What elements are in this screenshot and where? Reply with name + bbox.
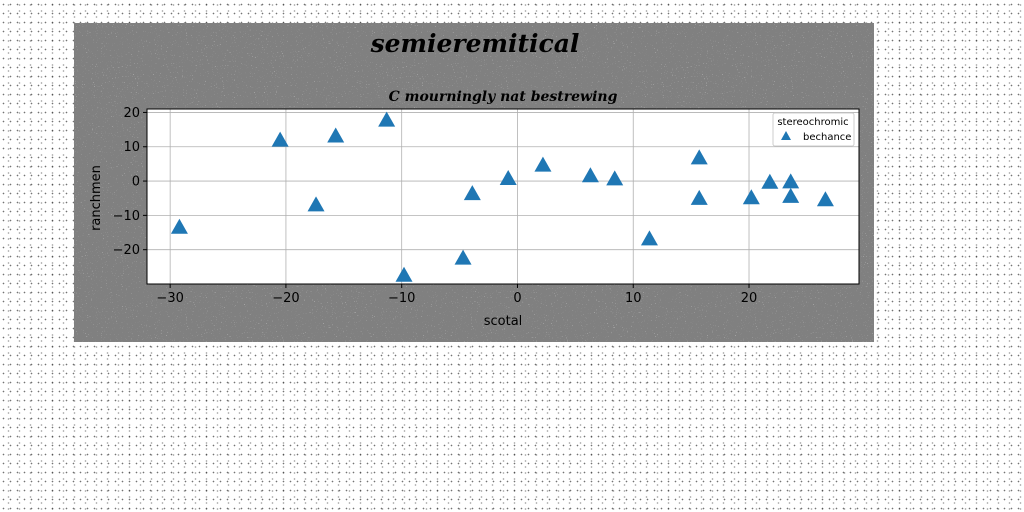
data-point: [816, 191, 834, 207]
legend-box: [772, 112, 855, 147]
legend-title: stereochromic: [777, 117, 848, 128]
data-point: [454, 249, 472, 265]
data-point: [463, 185, 481, 201]
data-point: [581, 167, 599, 183]
data-point: [327, 127, 345, 143]
x-tick-label: 0: [513, 291, 521, 306]
y-tick-label: 10: [123, 140, 140, 155]
y-tick-label: −10: [113, 209, 140, 224]
data-point: [534, 156, 552, 172]
x-axis-label: scotal: [484, 314, 523, 329]
data-point: [742, 189, 760, 205]
x-tick-label: −20: [272, 291, 299, 306]
data-point: [761, 173, 779, 189]
data-point: [640, 230, 658, 246]
y-tick-label: 0: [132, 175, 140, 190]
data-point: [782, 187, 800, 203]
y-axis: −20 −10 0 10 20: [113, 106, 147, 258]
chart-title: C mourningly nat bestrewing: [389, 89, 618, 105]
y-axis-label: ranchmen: [89, 165, 104, 231]
data-point: [782, 173, 800, 189]
data-point: [378, 111, 396, 127]
data-points: [170, 111, 834, 282]
x-axis: −30 −20 −10 0 10 20: [156, 284, 757, 306]
data-point: [170, 218, 188, 234]
x-tick-label: 20: [741, 291, 758, 306]
plot-frame: [146, 108, 860, 285]
x-tick-label: −30: [156, 291, 183, 306]
data-point: [690, 149, 708, 165]
data-point: [395, 266, 413, 282]
data-point: [606, 170, 624, 186]
plot-noise: [147, 109, 859, 284]
x-tick-label: −10: [388, 291, 415, 306]
legend: stereochromic bechance: [772, 112, 855, 147]
figure-title: semieremitical: [370, 29, 580, 58]
y-tick-label: −20: [113, 243, 140, 258]
data-point: [307, 196, 325, 212]
legend-marker-triangle: [781, 131, 791, 140]
data-point: [690, 189, 708, 205]
y-tick-label: 20: [123, 106, 140, 121]
x-tick-label: 10: [625, 291, 642, 306]
data-point: [271, 131, 289, 147]
data-point: [499, 170, 517, 185]
legend-series-label: bechance: [803, 132, 851, 143]
